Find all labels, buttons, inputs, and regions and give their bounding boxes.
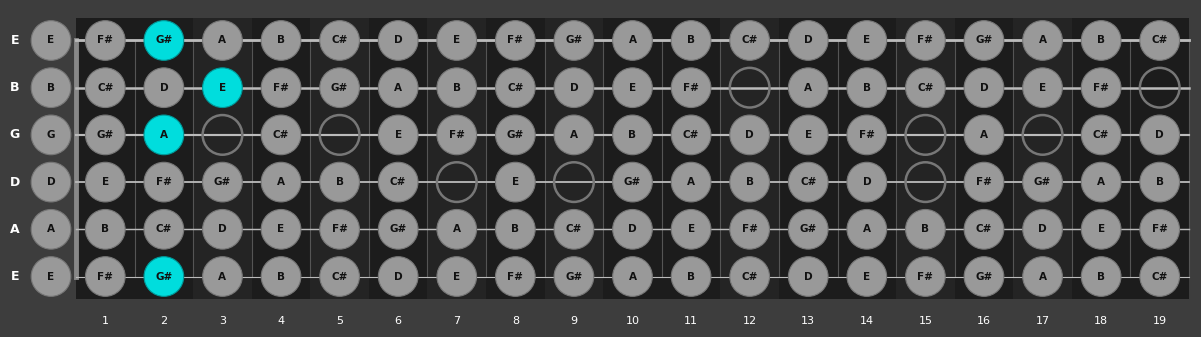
Circle shape bbox=[496, 210, 536, 249]
Circle shape bbox=[613, 68, 652, 108]
Text: A: A bbox=[277, 177, 285, 187]
Circle shape bbox=[261, 115, 301, 155]
Bar bbox=[896, 18, 955, 299]
Circle shape bbox=[1023, 210, 1063, 249]
Text: E: E bbox=[1039, 83, 1046, 93]
Circle shape bbox=[1081, 68, 1121, 108]
Text: B: B bbox=[335, 177, 343, 187]
Text: A: A bbox=[219, 272, 227, 281]
Circle shape bbox=[85, 115, 125, 155]
Circle shape bbox=[261, 21, 301, 60]
Circle shape bbox=[203, 21, 243, 60]
Circle shape bbox=[1023, 68, 1063, 108]
Circle shape bbox=[496, 257, 536, 296]
Circle shape bbox=[319, 162, 359, 202]
Text: C#: C# bbox=[97, 83, 113, 93]
Text: B: B bbox=[453, 83, 461, 93]
Circle shape bbox=[144, 68, 184, 108]
Text: A: A bbox=[570, 130, 578, 140]
Text: C#: C# bbox=[390, 177, 406, 187]
Text: D: D bbox=[569, 83, 578, 93]
Circle shape bbox=[31, 68, 71, 108]
Circle shape bbox=[378, 68, 418, 108]
Circle shape bbox=[203, 257, 243, 296]
Circle shape bbox=[1140, 257, 1179, 296]
Circle shape bbox=[847, 257, 886, 296]
Text: B: B bbox=[277, 272, 285, 281]
Circle shape bbox=[964, 257, 1004, 296]
Text: 9: 9 bbox=[570, 316, 578, 326]
Circle shape bbox=[1140, 162, 1179, 202]
Text: A: A bbox=[1039, 35, 1046, 45]
Text: E: E bbox=[687, 224, 694, 234]
Circle shape bbox=[964, 210, 1004, 249]
Circle shape bbox=[788, 162, 827, 202]
Text: B: B bbox=[47, 83, 55, 93]
Circle shape bbox=[554, 21, 593, 60]
Text: B: B bbox=[628, 130, 637, 140]
Circle shape bbox=[613, 21, 652, 60]
Circle shape bbox=[964, 115, 1004, 155]
Text: A: A bbox=[862, 224, 871, 234]
Text: E: E bbox=[805, 130, 812, 140]
Text: 11: 11 bbox=[685, 316, 698, 326]
Text: F#: F# bbox=[97, 272, 113, 281]
Circle shape bbox=[964, 162, 1004, 202]
Circle shape bbox=[671, 115, 711, 155]
Bar bbox=[1014, 18, 1071, 299]
Circle shape bbox=[730, 257, 770, 296]
Text: G#: G# bbox=[975, 272, 992, 281]
Text: 6: 6 bbox=[395, 316, 401, 326]
Circle shape bbox=[1081, 210, 1121, 249]
Text: G#: G# bbox=[1034, 177, 1051, 187]
Circle shape bbox=[144, 21, 184, 60]
Circle shape bbox=[847, 68, 886, 108]
Text: B: B bbox=[687, 272, 695, 281]
Text: B: B bbox=[862, 83, 871, 93]
Text: A: A bbox=[628, 35, 637, 45]
Text: 8: 8 bbox=[512, 316, 519, 326]
Circle shape bbox=[203, 68, 243, 108]
Circle shape bbox=[261, 162, 301, 202]
Circle shape bbox=[847, 162, 886, 202]
Text: D: D bbox=[219, 224, 227, 234]
Text: C#: C# bbox=[975, 224, 992, 234]
Text: G#: G# bbox=[214, 177, 231, 187]
Text: F#: F# bbox=[273, 83, 289, 93]
Text: A: A bbox=[10, 223, 19, 236]
Text: B: B bbox=[512, 224, 519, 234]
Text: D: D bbox=[47, 177, 55, 187]
Text: E: E bbox=[864, 35, 871, 45]
Text: G#: G# bbox=[331, 83, 348, 93]
Circle shape bbox=[85, 68, 125, 108]
Text: A: A bbox=[805, 83, 812, 93]
Text: A: A bbox=[160, 130, 168, 140]
Text: C#: C# bbox=[741, 35, 758, 45]
Circle shape bbox=[671, 257, 711, 296]
Text: B: B bbox=[1098, 35, 1105, 45]
Text: C#: C# bbox=[156, 224, 172, 234]
Text: F#: F# bbox=[449, 130, 465, 140]
Text: D: D bbox=[628, 224, 637, 234]
Text: B: B bbox=[277, 35, 285, 45]
Text: A: A bbox=[453, 224, 461, 234]
Bar bbox=[428, 18, 486, 299]
Text: F#: F# bbox=[976, 177, 992, 187]
Text: F#: F# bbox=[859, 130, 874, 140]
Circle shape bbox=[144, 115, 184, 155]
Circle shape bbox=[613, 162, 652, 202]
Text: E: E bbox=[102, 177, 109, 187]
Circle shape bbox=[261, 210, 301, 249]
Circle shape bbox=[1140, 21, 1179, 60]
Text: D: D bbox=[394, 272, 402, 281]
Circle shape bbox=[85, 210, 125, 249]
Text: G#: G# bbox=[800, 224, 817, 234]
Circle shape bbox=[437, 21, 477, 60]
Text: A: A bbox=[1039, 272, 1046, 281]
Text: 19: 19 bbox=[1153, 316, 1167, 326]
Text: C#: C# bbox=[507, 83, 524, 93]
Circle shape bbox=[847, 115, 886, 155]
Circle shape bbox=[906, 21, 945, 60]
Circle shape bbox=[730, 210, 770, 249]
